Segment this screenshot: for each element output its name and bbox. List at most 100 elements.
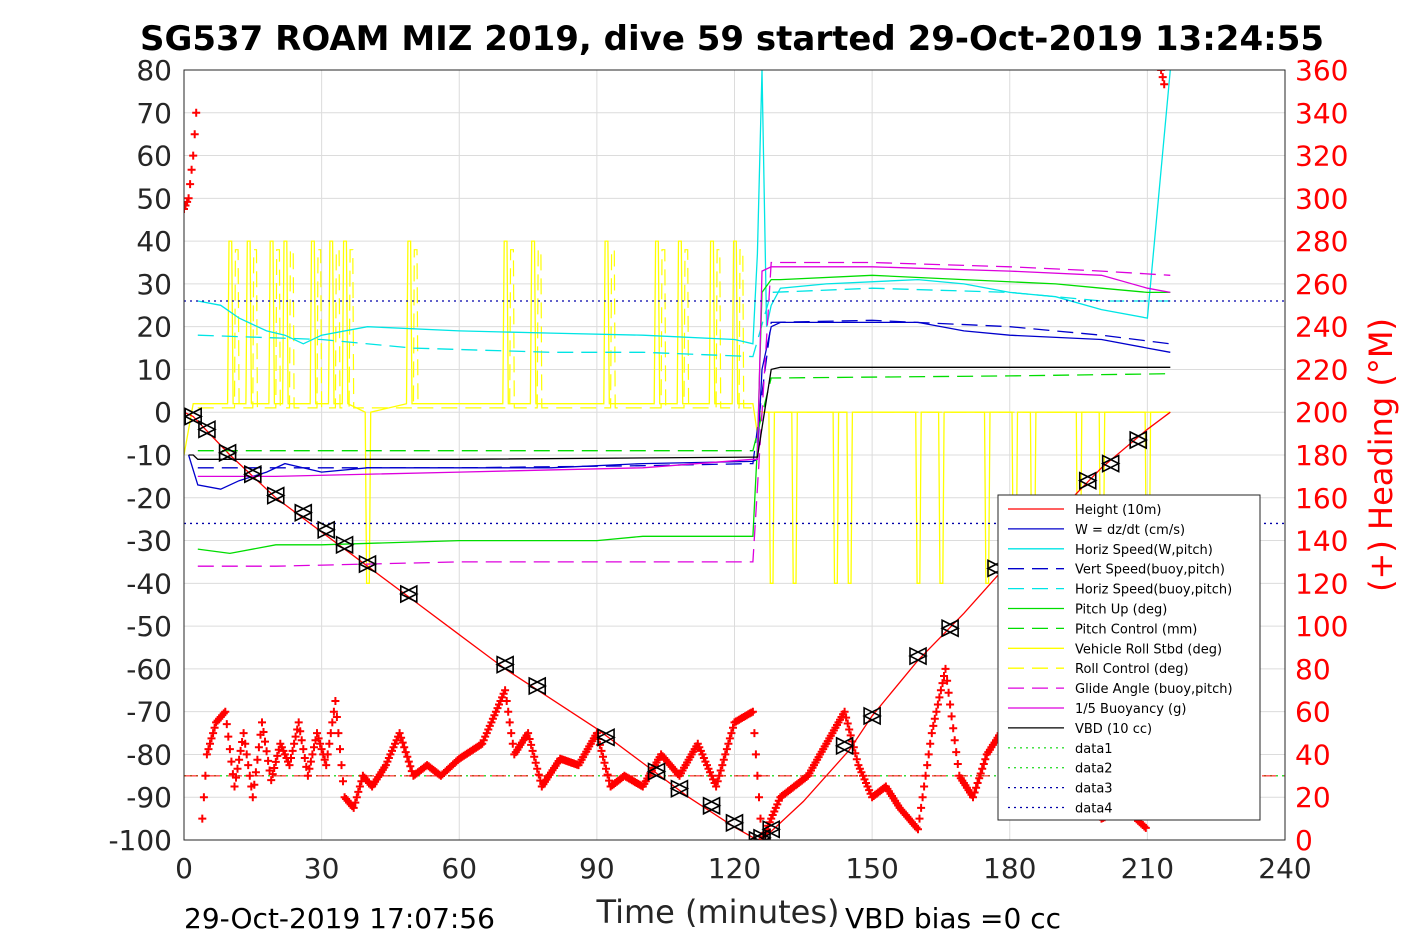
heading-point — [241, 739, 250, 748]
heading-point — [230, 782, 239, 791]
heading-point — [242, 750, 251, 759]
heading-point — [727, 729, 736, 738]
legend-label: data1 — [1075, 742, 1113, 757]
right-tick-label: 120 — [1295, 567, 1348, 600]
heading-point — [207, 734, 216, 743]
series-vbd-10-cc — [188, 366, 1171, 460]
dive-marker — [316, 520, 337, 540]
dive-marker — [761, 820, 781, 839]
dive-marker — [752, 828, 772, 840]
heading-point — [316, 739, 325, 748]
heading-point — [953, 760, 962, 768]
dive-marker — [197, 420, 217, 439]
heading-point — [1158, 73, 1167, 82]
legend-label: VBD (10 cc) — [1075, 722, 1152, 737]
legend-label: Glide Angle (buoy,pitch) — [1075, 682, 1233, 697]
heading-point — [259, 728, 268, 736]
heading-point — [978, 764, 987, 773]
heading-point — [323, 750, 332, 759]
heading-point — [507, 729, 516, 738]
left-tick-label: 10 — [136, 353, 172, 386]
heading-point — [592, 729, 601, 738]
heading-point — [236, 746, 245, 755]
legend-label: data2 — [1075, 762, 1113, 777]
heading-point — [602, 764, 610, 773]
heading-point — [938, 679, 947, 688]
heading-point — [750, 729, 759, 738]
heading-point — [328, 718, 337, 727]
heading-point — [936, 686, 945, 695]
right-tick-label: 160 — [1295, 482, 1348, 515]
heading-point — [713, 777, 722, 786]
heading-point — [297, 736, 306, 745]
dive-marker — [669, 779, 690, 798]
heading-point — [313, 729, 321, 738]
right-tick-label: 20 — [1295, 781, 1331, 814]
heading-point — [918, 793, 927, 802]
heading-point — [322, 761, 331, 770]
dive-marker — [243, 464, 263, 484]
heading-point — [395, 729, 404, 738]
heading-point — [320, 755, 329, 764]
heading-point — [310, 743, 318, 752]
x-tick-label: 210 — [1121, 852, 1174, 885]
dive-marker — [724, 813, 745, 833]
heading-point — [337, 761, 346, 770]
left-tick-label: 60 — [136, 140, 172, 173]
heading-point — [270, 764, 279, 772]
heading-point — [923, 761, 932, 770]
heading-point — [397, 733, 406, 742]
heading-point — [198, 814, 207, 823]
series-roll-control — [197, 249, 1171, 413]
heading-point — [917, 803, 926, 812]
series-horiz-speed-buoy-pitch — [197, 287, 1171, 358]
left-tick-label: -50 — [126, 610, 172, 643]
heading-point — [525, 735, 534, 743]
heading-point — [933, 700, 942, 709]
heading-point — [914, 825, 922, 834]
heading-point — [920, 782, 929, 791]
heading-point — [719, 755, 728, 764]
left-tick-label: -100 — [108, 824, 172, 857]
right-tick-label: 300 — [1295, 182, 1348, 215]
heading-point — [600, 758, 609, 767]
heading-point — [251, 768, 260, 777]
heading-point — [210, 723, 219, 732]
heading-point — [753, 771, 762, 780]
heading-point — [599, 752, 607, 761]
heading-point — [524, 729, 533, 738]
heading-point — [288, 746, 297, 755]
legend-label: data4 — [1075, 802, 1113, 817]
x-tick-label: 180 — [983, 852, 1036, 885]
heading-point — [326, 729, 335, 738]
legend-label: Height (10m) — [1075, 503, 1161, 518]
plot-frame — [183, 69, 1286, 841]
dive-marker — [265, 486, 286, 505]
heading-point — [944, 688, 953, 697]
heading-point — [351, 798, 360, 807]
heading-point — [262, 747, 271, 756]
series-horiz-speed-w-pitch — [197, 70, 1171, 345]
heading-point — [935, 693, 944, 702]
heading-point — [748, 707, 757, 716]
heading-point — [981, 755, 990, 764]
left-tick-label: 20 — [136, 311, 172, 344]
heading-point — [245, 771, 254, 780]
right-axis-label: (+) Heading (°M) — [1362, 318, 1400, 592]
heading-point — [398, 738, 407, 747]
heading-point — [202, 750, 211, 759]
heading-point — [253, 755, 262, 764]
legend: Height (10m) W = dz/dt (cm/s) Horiz Speed(… — [997, 494, 1261, 821]
legend-label: W = dz/dt (cm/s) — [1075, 523, 1185, 538]
heading-point — [976, 769, 985, 778]
heading-point — [845, 725, 854, 734]
heading-point — [973, 779, 982, 787]
x-tick-label: 30 — [304, 852, 340, 885]
heading-point — [530, 752, 539, 761]
x-tick-label: 120 — [708, 852, 761, 885]
footer-vbd-bias: VBD bias =0 cc — [845, 902, 1061, 935]
heading-point — [406, 762, 415, 771]
heading-point — [603, 770, 612, 779]
dive-marker — [701, 796, 722, 816]
heading-point — [224, 732, 233, 741]
